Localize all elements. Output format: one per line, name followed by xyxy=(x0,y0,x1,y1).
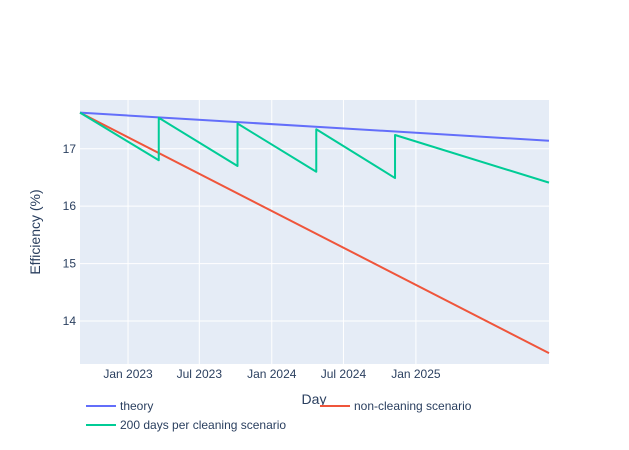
y-tick-label: 15 xyxy=(63,257,77,271)
series-line-cleaning-200-days xyxy=(79,111,550,184)
y-tick-label: 17 xyxy=(63,142,77,156)
x-tick-labels: Jan 2023 Jul 2023 Jan 2024 Jul 2024 Jan 2025 xyxy=(103,367,441,381)
legend-label: non-cleaning scenario xyxy=(354,399,472,413)
y-tick-label: 14 xyxy=(63,314,77,328)
x-tick-label: Jul 2023 xyxy=(177,367,223,381)
legend-label: 200 days per cleaning scenario xyxy=(120,418,286,432)
legend-item[interactable]: theory xyxy=(86,399,153,413)
y-axis-title: Efficiency (%) xyxy=(27,189,43,274)
x-tick-label: Jan 2023 xyxy=(103,367,153,381)
series-layer xyxy=(79,111,550,354)
x-axis-title: Day xyxy=(302,391,327,407)
x-tick-label: Jul 2024 xyxy=(321,367,367,381)
x-tick-label: Jan 2024 xyxy=(247,367,297,381)
legend: theory non-cleaning scenario 200 days per … xyxy=(86,399,472,432)
legend-item[interactable]: 200 days per cleaning scenario xyxy=(86,418,286,432)
legend-item[interactable]: non-cleaning scenario xyxy=(320,399,472,413)
y-tick-label: 16 xyxy=(63,199,77,213)
legend-label: theory xyxy=(120,399,153,413)
x-tick-label: Jan 2025 xyxy=(391,367,441,381)
y-tick-labels: 14 15 16 17 xyxy=(63,142,77,328)
